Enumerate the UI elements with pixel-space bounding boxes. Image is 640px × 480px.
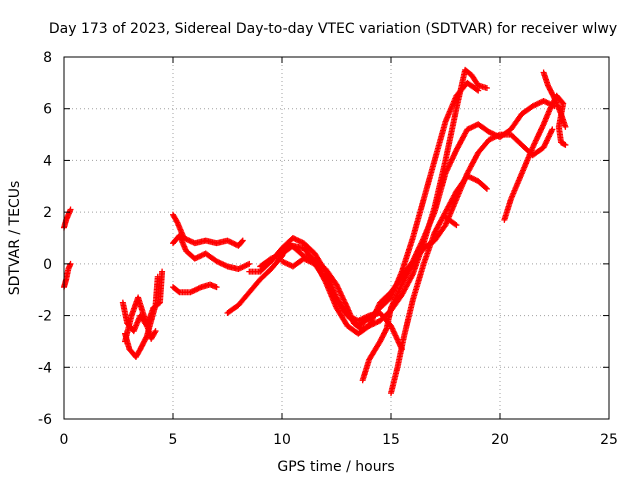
grid-lines xyxy=(64,57,609,419)
data-point xyxy=(483,185,490,192)
chart-title: Day 173 of 2023, Sidereal Day-to-day VTE… xyxy=(49,21,617,37)
x-axis-label: GPS time / hours xyxy=(277,459,394,475)
data-point xyxy=(159,268,166,275)
data-point xyxy=(452,221,459,228)
data-point xyxy=(151,329,158,336)
y-tick-label: 2 xyxy=(43,205,52,221)
data-point xyxy=(246,260,253,267)
y-axis-label: SDTVAR / TECUs xyxy=(7,181,23,296)
x-tick-label: 15 xyxy=(382,432,400,448)
y-tick-labels: -6 -4 -2 0 2 4 6 8 xyxy=(38,50,52,428)
data-points xyxy=(61,66,569,397)
y-tick-label: 4 xyxy=(43,153,52,169)
data-point xyxy=(453,222,460,229)
x-tick-label: 25 xyxy=(600,432,618,448)
data-point xyxy=(562,123,569,130)
data-point xyxy=(67,206,74,213)
x-tick-label: 20 xyxy=(491,432,509,448)
y-tick-label: 0 xyxy=(43,257,52,273)
x-tick-label: 0 xyxy=(60,432,69,448)
y-tick-label: -4 xyxy=(38,360,52,376)
data-point xyxy=(549,126,556,133)
data-point xyxy=(473,86,480,93)
y-tick-label: 6 xyxy=(43,102,52,118)
data-point xyxy=(483,85,490,92)
data-point xyxy=(482,184,489,191)
data-point xyxy=(213,284,220,291)
data-point xyxy=(562,141,569,148)
y-tick-label: 8 xyxy=(43,50,52,66)
plot-frame xyxy=(63,56,610,420)
x-tick-label: 10 xyxy=(273,432,291,448)
y-tick-label: -6 xyxy=(38,412,52,428)
data-point xyxy=(173,218,180,225)
data-point xyxy=(152,328,159,335)
axis-ticks xyxy=(63,56,610,420)
x-tick-labels: 0 5 10 15 20 25 xyxy=(60,432,618,448)
data-point xyxy=(238,238,245,245)
data-point xyxy=(382,326,389,333)
data-point xyxy=(475,87,482,94)
x-tick-label: 5 xyxy=(169,432,178,448)
data-point xyxy=(550,94,557,101)
y-tick-label: -2 xyxy=(38,309,52,325)
data-point xyxy=(239,237,246,244)
